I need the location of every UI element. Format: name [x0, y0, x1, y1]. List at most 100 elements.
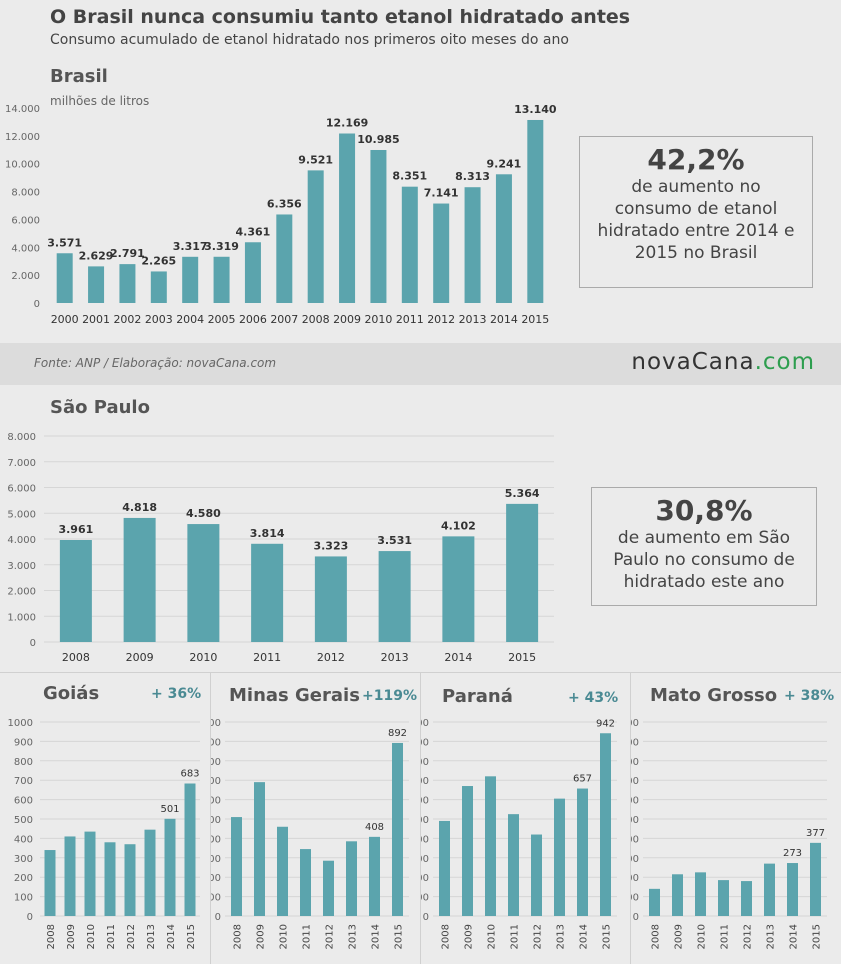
x-tick-label: 2004: [176, 313, 204, 326]
sp-callout-percent: 30,8%: [655, 494, 753, 527]
logo-suffix: .com: [754, 349, 815, 375]
bar: [307, 170, 324, 303]
bar: [44, 850, 56, 916]
section-divider: [0, 672, 841, 673]
x-tick-label: 2011: [302, 924, 313, 949]
bar: [276, 214, 293, 303]
data-label: 10.985: [357, 133, 399, 146]
panel-divider: [420, 673, 421, 964]
data-label: 3.961: [58, 523, 93, 536]
x-tick-label: 2008: [233, 924, 244, 949]
mt-region-title: Mato Grosso: [650, 685, 778, 706]
data-label: 657: [573, 774, 592, 785]
y-tick-label: 0: [27, 912, 33, 923]
x-tick-label: 2009: [674, 924, 685, 949]
bar: [369, 836, 380, 916]
bar: [182, 256, 199, 303]
brasil-callout-line: hidratado entre 2014 e: [597, 221, 795, 241]
brasil-callout-percent: 42,2%: [647, 143, 745, 176]
y-tick-label: 14.000: [5, 104, 40, 115]
y-tick-label: 1.000: [7, 612, 36, 623]
x-tick-label: 2006: [239, 313, 267, 326]
sp-callout-line: de aumento em São: [617, 528, 791, 548]
y-tick-label: 0: [30, 638, 36, 649]
data-label: 4.818: [122, 501, 157, 514]
y-tick-label: 5.000: [7, 509, 36, 520]
x-tick-label: 2015: [186, 924, 197, 949]
source-text: Fonte: ANP / Elaboração: novaCana.com: [34, 356, 277, 370]
y-tick-label: 600: [631, 796, 639, 807]
x-tick-label: 2013: [459, 313, 487, 326]
y-tick-label: 8.000: [7, 432, 36, 443]
y-tick-label: 800: [421, 757, 429, 768]
bar: [184, 783, 196, 916]
data-label: 683: [180, 768, 199, 779]
y-tick-label: 7.000: [7, 458, 36, 469]
x-tick-label: 2012: [126, 924, 137, 949]
bar: [300, 849, 311, 916]
x-tick-label: 2011: [253, 651, 281, 664]
x-tick-label: 2010: [86, 924, 97, 949]
data-label: 377: [806, 828, 825, 839]
y-tick-label: 700: [631, 776, 639, 787]
y-tick-label: 4.000: [7, 535, 36, 546]
bar: [508, 814, 519, 916]
y-tick-label: 300: [211, 854, 221, 865]
data-label: 3.323: [313, 539, 348, 552]
x-tick-label: 2009: [256, 924, 267, 949]
data-label: 3.319: [204, 240, 239, 253]
bar: [378, 551, 411, 642]
y-tick-label: 500: [14, 815, 33, 826]
y-tick-label: 1000: [631, 718, 639, 729]
x-tick-label: 2010: [364, 313, 392, 326]
x-tick-label: 2002: [113, 313, 141, 326]
y-tick-label: 2.000: [7, 587, 36, 598]
sp-callout: 30,8% de aumento em São Paulo no consumo…: [591, 487, 817, 606]
y-tick-label: 600: [211, 796, 221, 807]
sp-callout-line: Paulo no consumo de: [613, 550, 795, 570]
data-label: 7.141: [424, 187, 459, 200]
goias-region-title: Goiás: [43, 683, 100, 704]
bar: [231, 817, 242, 916]
x-tick-label: 2009: [66, 924, 77, 949]
brasil-callout-line: 2015 no Brasil: [634, 243, 758, 263]
x-tick-label: 2014: [371, 924, 382, 949]
bar: [600, 733, 611, 916]
bar: [672, 874, 683, 916]
y-tick-label: 1000: [8, 718, 33, 729]
y-tick-label: 0: [215, 912, 221, 923]
bar: [323, 860, 334, 916]
y-tick-label: 100: [421, 893, 429, 904]
bar: [88, 266, 105, 303]
sp-region-title: São Paulo: [50, 397, 150, 418]
data-label: 3.531: [377, 534, 412, 547]
x-tick-label: 2015: [508, 651, 536, 664]
y-tick-label: 600: [421, 796, 429, 807]
x-tick-label: 2015: [602, 924, 613, 949]
x-tick-label: 2013: [766, 924, 777, 949]
mt-growth-badge: + 38%: [784, 688, 835, 704]
data-label: 2.629: [79, 249, 114, 262]
data-label: 5.364: [505, 487, 540, 500]
goias-growth-badge: + 36%: [151, 686, 202, 702]
bar: [810, 842, 821, 916]
bar: [485, 776, 496, 916]
x-tick-label: 2001: [82, 313, 110, 326]
logo-main: novaCana: [631, 349, 755, 375]
data-label: 501: [160, 804, 179, 815]
pr-growth-badge: + 43%: [568, 690, 619, 706]
x-tick-label: 2009: [333, 313, 361, 326]
x-tick-label: 2011: [720, 924, 731, 949]
y-tick-label: 700: [14, 776, 33, 787]
x-tick-label: 2010: [279, 924, 290, 949]
y-tick-label: 500: [421, 815, 429, 826]
bar: [741, 881, 752, 916]
x-tick-label: 2008: [302, 313, 330, 326]
x-tick-label: 2013: [556, 924, 567, 949]
bar: [64, 836, 76, 916]
y-tick-label: 400: [631, 834, 639, 845]
y-tick-label: 100: [631, 893, 639, 904]
x-tick-label: 2011: [396, 313, 424, 326]
novacana-logo: novaCana.com: [631, 349, 815, 375]
mg-bar-chart: 0 100 200 300 400 500 600 700 800 900 1000 2008 2009…: [211, 718, 409, 949]
